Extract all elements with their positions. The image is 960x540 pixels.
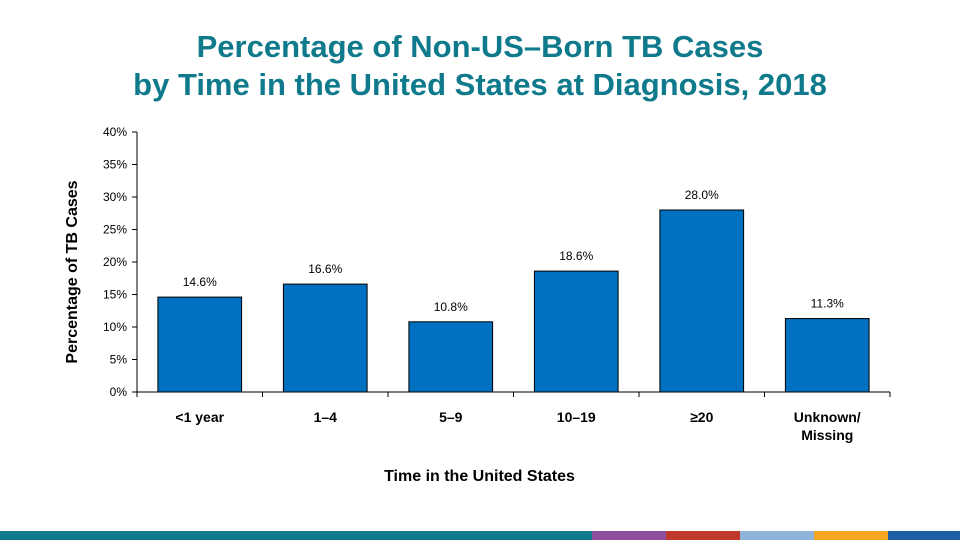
bar-value-label: 28.0% — [685, 188, 719, 202]
y-tick-label: 15% — [103, 288, 127, 302]
category-label-line: 10–19 — [557, 409, 596, 425]
category-label: 1–4 — [314, 409, 338, 425]
chart-title: Percentage of Non-US–Born TB Cases by Ti… — [0, 28, 960, 104]
category-label: 10–19 — [557, 409, 596, 425]
footer-color-segment — [666, 531, 740, 540]
footer-color-segment — [814, 531, 888, 540]
y-tick-label: 30% — [103, 190, 127, 204]
bar — [659, 209, 745, 393]
category-label-line: 1–4 — [314, 409, 338, 425]
y-tick-label: 25% — [103, 223, 127, 237]
category-label-line: Missing — [801, 427, 853, 443]
y-tick-label: 35% — [103, 158, 127, 172]
category-label-line: ≥20 — [690, 409, 713, 425]
footer-color-segment — [592, 531, 666, 540]
category-label: ≥20 — [690, 409, 713, 425]
y-tick-label: 10% — [103, 320, 127, 334]
bar-value-label: 10.8% — [434, 300, 468, 314]
footer-color-bar — [0, 531, 960, 540]
chart-title-line-2: by Time in the United States at Diagnosi… — [133, 67, 827, 102]
bar — [533, 270, 619, 393]
y-tick-label: 5% — [110, 353, 128, 367]
y-tick-label: 0% — [110, 385, 128, 399]
footer-color-segment — [888, 531, 960, 540]
category-label: 5–9 — [439, 409, 463, 425]
category-label: Unknown/Missing — [794, 409, 861, 443]
bar — [408, 321, 494, 393]
category-label-line: 5–9 — [439, 409, 463, 425]
bar-value-label: 11.3% — [811, 297, 844, 311]
x-axis-title: Time in the United States — [384, 468, 575, 485]
bar-value-label: 14.6% — [183, 275, 217, 289]
category-label-line: <1 year — [175, 409, 224, 425]
y-axis-title: Percentage of TB Cases — [64, 180, 81, 363]
y-tick-label: 40% — [103, 125, 127, 139]
category-label: <1 year — [175, 409, 224, 425]
footer-color-segment — [740, 531, 814, 540]
footer-color-segment — [0, 531, 592, 540]
chart-title-line-1: Percentage of Non-US–Born TB Cases — [196, 29, 764, 64]
category-label-line: Unknown/ — [794, 409, 861, 425]
bar — [282, 283, 368, 393]
bar — [784, 318, 870, 393]
y-tick-label: 20% — [103, 255, 127, 269]
bar — [157, 296, 243, 393]
bar-value-label: 16.6% — [308, 262, 342, 276]
bar-value-label: 18.6% — [559, 249, 593, 263]
